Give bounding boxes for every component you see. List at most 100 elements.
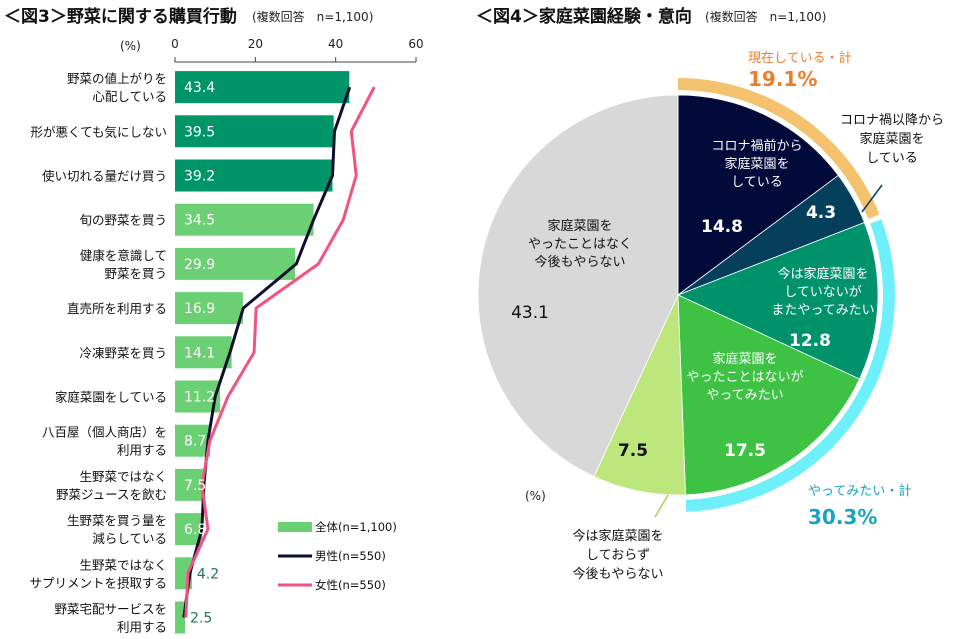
group-callout-label: やってみたい・計 — [808, 483, 911, 499]
category-label: 野菜の値上がりを — [67, 71, 167, 86]
category-label: 野菜宅配サービスを — [54, 602, 167, 617]
bar-value-label: 7.5 — [184, 478, 206, 494]
bar-value-label: 16.9 — [184, 301, 215, 317]
fig4-slices — [477, 94, 879, 496]
category-label: 野菜を買う — [104, 266, 167, 281]
category-label: 生野菜ではなく — [79, 469, 167, 484]
legend-label: 全体(n=1,100) — [315, 520, 397, 534]
legend-swatch-total — [278, 522, 312, 532]
slice-label: 家庭菜園を — [712, 351, 777, 367]
pie-slice — [677, 94, 839, 296]
fig3-x-axis: 0 20 40 60 — [171, 37, 424, 63]
pie-slice — [477, 94, 679, 478]
leader-line — [861, 184, 883, 213]
fig4-group-rings — [678, 78, 896, 512]
slice-label: コロナ禍前から — [711, 138, 802, 154]
category-label: 冷凍野菜を買う — [79, 345, 167, 360]
x-tick-label: 40 — [328, 37, 343, 51]
group-callout-label: 現在している・計 — [748, 50, 852, 66]
slice-label: やったことはなく — [528, 237, 632, 252]
figure3-bar-chart: ＜図3＞野菜に関する購買行動 (複数回答 n=1,100) (%) 0 20 40 6… — [4, 6, 424, 635]
bar — [175, 115, 334, 148]
bar-value-label: 39.5 — [184, 124, 215, 140]
bar — [175, 424, 210, 457]
x-tick-label: 20 — [248, 37, 263, 51]
pie-slice — [676, 222, 879, 380]
bar-value-label: 11.2 — [184, 390, 215, 406]
bar-value-label: 29.9 — [184, 257, 215, 273]
bar-value-label: 6.8 — [184, 522, 206, 538]
fig3-bars — [175, 71, 350, 634]
bar — [175, 292, 243, 325]
bar-value-label: 4.2 — [197, 566, 219, 582]
fig3-category-labels: 野菜の値上がりを心配している形が悪くても気にしない使い切れる量だけ買う旬の野菜を… — [29, 71, 167, 634]
category-label: 使い切れる量だけ買う — [42, 169, 167, 184]
slice-label: またやってみたい — [771, 303, 874, 318]
slice-label: 家庭菜園を — [547, 218, 612, 234]
category-label: 直売所を利用する — [67, 301, 167, 316]
slice-label: している — [731, 175, 783, 190]
slice-value: 14.8 — [701, 217, 743, 237]
category-label: 健康を意識して — [80, 248, 167, 263]
slice-label: やったことはないが — [686, 370, 803, 385]
slice-value: 43.1 — [511, 303, 549, 323]
bar — [175, 336, 232, 369]
x-tick-label: 60 — [408, 37, 423, 51]
bar — [175, 601, 186, 634]
fig3-bar-value-labels: 43.4 39.5 39.2 34.5 29.9 16.9 14.1 11.2 8.7 7.5 6.… — [184, 80, 219, 626]
x-tick-label: 0 — [171, 37, 179, 51]
slice-label-external: 今後もやらない — [572, 566, 663, 582]
slice-label-external: 家庭菜園を — [859, 131, 924, 147]
slice-label: 今は家庭菜園を — [777, 266, 868, 282]
bar-value-label: 2.5 — [190, 611, 212, 627]
category-label: 野菜ジュースを飲む — [56, 487, 167, 502]
category-label: 減らしている — [92, 531, 167, 546]
slice-label: やってみたい — [706, 388, 783, 403]
slice-label-external: している — [866, 151, 918, 166]
fig4-slice-labels: コロナ禍前から家庭菜園をしている14.84.3今は家庭菜園をしていないがまたやっ… — [511, 112, 944, 582]
bar-value-label: 14.1 — [184, 345, 215, 361]
slice-label: していないが — [784, 285, 862, 300]
fig3-subtitle: (複数回答 n=1,100) — [252, 9, 373, 24]
category-label: 形が悪くても気にしない — [30, 124, 167, 139]
category-label: 家庭菜園をしている — [55, 390, 167, 405]
slice-label: 家庭菜園を — [724, 156, 789, 172]
slice-value: 17.5 — [724, 441, 766, 461]
group-callout-value: 19.1% — [748, 67, 817, 91]
fig4-unit-label: (%) — [525, 489, 546, 503]
category-label: 心配している — [92, 89, 167, 104]
ring-currently-doing — [678, 78, 880, 219]
slice-label: 今後もやらない — [534, 254, 625, 270]
slice-value: 4.3 — [806, 203, 836, 223]
slice-value: 12.8 — [789, 331, 831, 351]
fig3-legend: 全体(n=1,100) 男性(n=550) 女性(n=550) — [278, 520, 397, 592]
fig4-subtitle: (複数回答 n=1,100) — [705, 9, 826, 24]
slice-label-external: 今は家庭菜園を — [572, 528, 663, 544]
bar-value-label: 43.4 — [184, 80, 215, 96]
bar-value-label: 34.5 — [184, 213, 215, 229]
bar — [175, 159, 333, 192]
fig3-unit-label: (%) — [120, 39, 141, 53]
figure4-pie-chart: ＜図4＞家庭菜園経験・意向 (複数回答 n=1,100) コロナ禍前から家庭菜園… — [476, 6, 944, 582]
fig4-group-callouts: 現在している・計19.1% やってみたい・計 30.3% — [748, 50, 911, 529]
group-callout-value: 30.3% — [808, 505, 877, 529]
slice-value: 7.5 — [618, 441, 648, 461]
fig3-lines — [182, 86, 376, 618]
bar — [175, 468, 206, 501]
category-label: 利用する — [117, 620, 167, 635]
category-label: 生野菜ではなく — [79, 557, 167, 572]
category-label: 八百屋（個人商店）を — [42, 425, 167, 440]
fig3-title: ＜図3＞野菜に関する購買行動 — [4, 6, 237, 27]
category-label: 旬の野菜を買う — [79, 213, 167, 228]
fig4-title: ＜図4＞家庭菜園経験・意向 — [476, 6, 692, 27]
pie-slice — [677, 294, 861, 496]
category-label: サプリメントを摂取する — [29, 575, 167, 590]
category-label: 利用する — [117, 443, 167, 458]
legend-label: 男性(n=550) — [315, 549, 386, 563]
leader-line — [654, 494, 669, 518]
slice-label-external: コロナ禍以降から — [840, 112, 944, 128]
bar — [175, 71, 350, 104]
category-label: 生野菜を買う量を — [67, 513, 167, 528]
slice-label-external: しておらず — [586, 548, 650, 563]
